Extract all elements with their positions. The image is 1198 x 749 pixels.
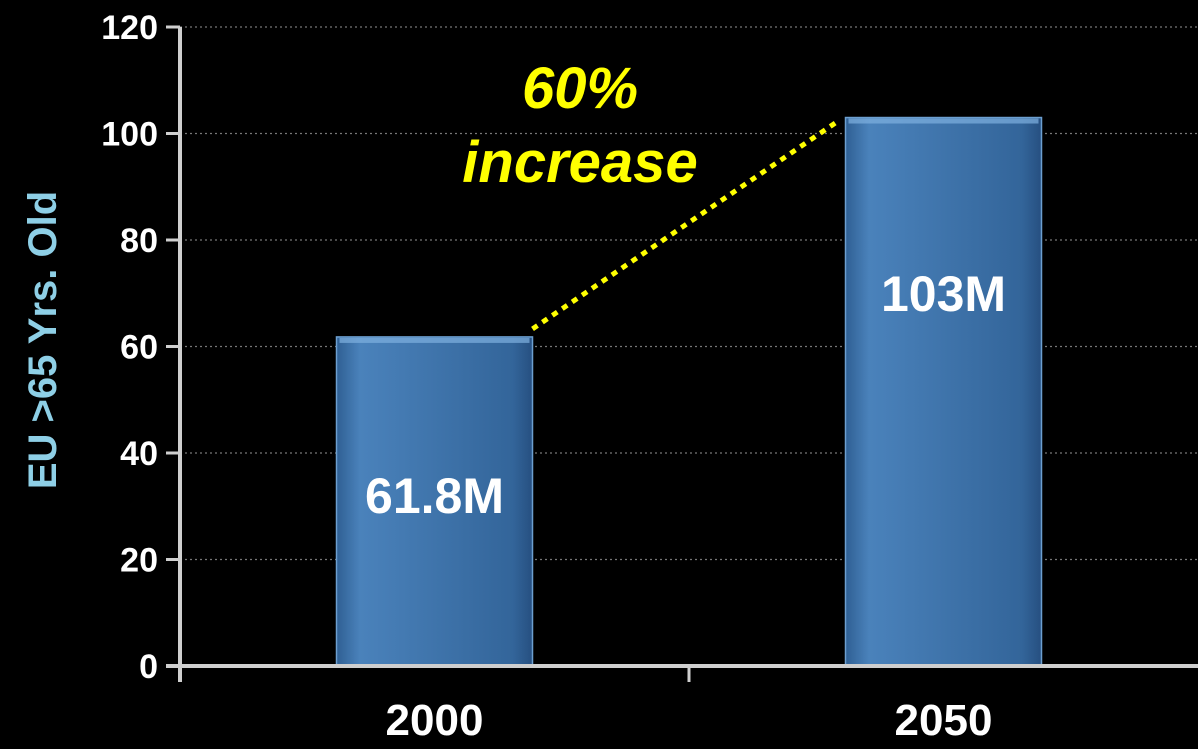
x-ticks: 2000 2050 — [178, 666, 993, 745]
y-tick-label: 80 — [120, 222, 158, 260]
bar-highlight — [848, 118, 1039, 124]
annotation: 60% increase — [462, 56, 839, 331]
x-tick-label: 2050 — [895, 696, 993, 745]
y-tick-label: 60 — [120, 329, 158, 367]
bars: 61.8M 103M — [335, 116, 1043, 667]
annotation-text: increase — [462, 130, 697, 195]
annotation-percent: 60% — [522, 56, 638, 121]
bar-data-label: 61.8M — [365, 468, 504, 524]
increase-dotted-line — [531, 119, 839, 331]
bar-2000 — [335, 336, 534, 667]
y-tick-label: 120 — [101, 9, 158, 47]
bar-data-label: 103M — [881, 266, 1006, 322]
y-ticks: 0 20 40 60 80 100 120 — [101, 9, 180, 686]
y-tick-label: 40 — [120, 435, 158, 473]
bar-highlight — [339, 337, 530, 343]
x-tick-label: 2000 — [386, 696, 484, 745]
y-tick-label: 0 — [139, 648, 158, 686]
bar-2050 — [844, 116, 1043, 667]
y-tick-label: 20 — [120, 542, 158, 580]
y-tick-label: 100 — [101, 116, 158, 154]
y-axis-label: EU >65 Yrs. Old — [21, 191, 65, 489]
axes — [166, 27, 1198, 682]
